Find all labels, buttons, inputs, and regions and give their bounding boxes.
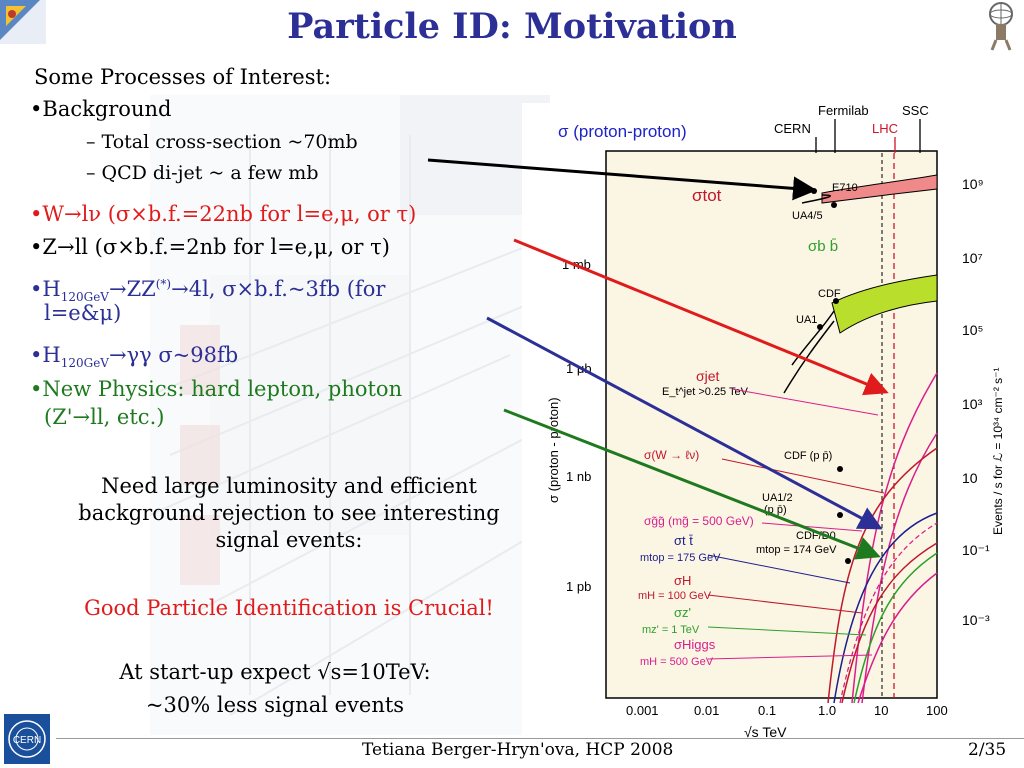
label-sigma-higgs: σHiggs xyxy=(674,637,716,652)
y-left-label: σ (proton - proton) xyxy=(546,397,561,503)
label-sigma-h: σH xyxy=(674,573,691,588)
h-gg-post: →γγ σ~98fb xyxy=(108,343,239,367)
x-label: √s TeV xyxy=(744,724,787,740)
label-sigma-jet: σjet xyxy=(696,368,720,384)
label-mz-1tev: mz' = 1 TeV xyxy=(642,624,700,636)
tick-x-10: 10 xyxy=(874,703,888,718)
label-sigma-tot: σtot xyxy=(692,186,722,205)
bullet-new-physics: •New Physics: hard lepton, photon xyxy=(30,377,403,401)
h-zz-mid: →ZZ xyxy=(108,277,156,301)
label-ua1: UA1 xyxy=(796,314,817,326)
h-zz-pre: •H xyxy=(30,277,61,301)
sub-bullet-qcd: – QCD di-jet ~ a few mb xyxy=(86,162,319,184)
label-sigma-gg: σg̃g̃ (mg̃ = 500 GeV) xyxy=(644,514,754,528)
label-mh-100: mH = 100 GeV xyxy=(638,590,712,602)
sub-bullet-total: – Total cross-section ~70mb xyxy=(86,131,358,153)
h-zz-sub: 120GeV xyxy=(60,290,109,305)
label-cdf-d0: CDF/D0 xyxy=(796,530,836,542)
label-pp: (p p̄) xyxy=(764,504,787,516)
luminosity-line-1: Need large luminosity and efficient xyxy=(101,474,477,498)
machine-fermilab: Fermilab xyxy=(818,103,869,118)
footer-divider xyxy=(56,738,1024,739)
tick-1nb: 1 nb xyxy=(566,469,591,484)
h-zz-post: →4l, σ×b.f.~3fb (for xyxy=(171,277,386,301)
tick-x-100: 100 xyxy=(926,703,948,718)
tick-r-10: 10 xyxy=(962,470,978,486)
tick-x-01: 0.1 xyxy=(758,703,776,718)
machine-cern: CERN xyxy=(774,121,811,136)
label-e710: E710 xyxy=(832,182,858,194)
tick-1mb: 1 mb xyxy=(562,257,591,272)
bullet-h-zz-cont: l=e&μ) xyxy=(44,301,122,325)
tick-x-001: 0.01 xyxy=(694,703,719,718)
atlas-logo-icon xyxy=(989,2,1013,51)
luminosity-line-3: signal events: xyxy=(215,528,363,552)
machine-lhc: LHC xyxy=(872,121,898,136)
bullet-h-zz: •H120GeV→ZZ(*)→4l, σ×b.f.~3fb (for xyxy=(30,271,385,310)
h-gg-pre: •H xyxy=(30,343,61,367)
background-detector-image xyxy=(150,95,550,735)
corner-logo-icon xyxy=(0,0,46,44)
crucial-statement: Good Particle Identification is Crucial! xyxy=(84,596,494,620)
label-sigma-w: σ(W → ℓν) xyxy=(644,448,699,462)
slide-title: Particle ID: Motivation xyxy=(287,6,737,47)
svg-text:CERN: CERN xyxy=(13,735,41,746)
cern-logo-icon: CERN xyxy=(4,714,50,764)
h-gg-sub: 120GeV xyxy=(60,356,109,371)
label-jet-cut: E_t^jet >0.25 TeV xyxy=(662,386,749,398)
footer-page-number: 2/35 xyxy=(968,740,1007,760)
tick-r-1e7: 10⁷ xyxy=(962,250,983,266)
bullet-new-physics-cont: (Z'→ll, etc.) xyxy=(44,405,165,429)
bullet-w: •W→lν (σ×b.f.=22nb for l=e,μ, or τ) xyxy=(30,202,417,226)
label-sigma-bb: σb b̄ xyxy=(808,238,838,255)
bullet-z: •Z→ll (σ×b.f.=2nb for l=e,μ, or τ) xyxy=(30,235,390,259)
label-ua45: UA4/5 xyxy=(792,210,823,222)
tick-1pb: 1 pb xyxy=(566,579,591,594)
bullet-background: •Background xyxy=(30,97,172,121)
intro-text: Some Processes of Interest: xyxy=(34,65,332,89)
tick-r-1e3: 10³ xyxy=(962,396,983,412)
label-cdf: CDF xyxy=(818,288,841,300)
cross-section-plot: σ (proton-proton) Fermilab SSC CERN LHC … xyxy=(522,103,1024,743)
label-mtop-175: mtop = 175 GeV xyxy=(640,552,721,564)
tick-x-1: 1.0 xyxy=(818,703,836,718)
tick-1ub: 1 μb xyxy=(566,361,592,376)
tick-r-1e-1: 10⁻¹ xyxy=(962,542,990,558)
tick-r-1e9: 10⁹ xyxy=(962,176,984,192)
tick-r-1e5: 10⁵ xyxy=(962,322,983,338)
machine-ssc: SSC xyxy=(902,103,929,118)
bullet-h-gg: •H120GeV→γγ σ~98fb xyxy=(30,342,238,376)
plot-header: σ (proton-proton) xyxy=(558,122,687,141)
footer-author: Tetiana Berger-Hryn'ova, HCP 2008 xyxy=(362,740,674,760)
tick-x-0001: 0.001 xyxy=(626,703,659,718)
label-sigma-z: σz' xyxy=(674,605,691,620)
label-sigma-tt: σt t̄ xyxy=(674,533,693,548)
luminosity-line-2: background rejection to see interesting xyxy=(78,501,500,525)
tick-r-1e-3: 10⁻³ xyxy=(962,612,990,628)
startup-line-2: ~30% less signal events xyxy=(145,693,405,717)
label-mtop-174: mtop = 174 GeV xyxy=(756,544,837,556)
label-ua12: UA1/2 xyxy=(762,492,793,504)
label-cdf-pp: CDF (p p̄) xyxy=(784,450,832,462)
y-right-label: Events / s for ℒ = 10³⁴ cm⁻² s⁻¹ xyxy=(991,367,1005,535)
startup-line-1: At start-up expect √s=10TeV: xyxy=(119,660,431,684)
h-zz-sup: (*) xyxy=(155,277,172,291)
label-mh-500: mH = 500 GeV xyxy=(640,656,714,668)
